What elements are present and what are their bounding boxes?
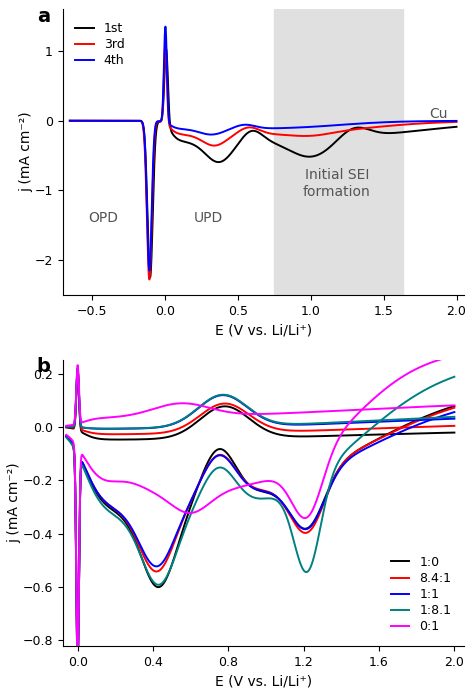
Text: Initial SEI
formation: Initial SEI formation	[303, 167, 371, 199]
Text: a: a	[37, 6, 51, 26]
Legend: 1st, 3rd, 4th: 1st, 3rd, 4th	[69, 15, 131, 74]
Legend: 1:0, 8.4:1, 1:1, 1:8.1, 0:1: 1:0, 8.4:1, 1:1, 1:8.1, 0:1	[384, 550, 457, 639]
Y-axis label: j (mA cm⁻²): j (mA cm⁻²)	[19, 112, 33, 193]
Text: UPD: UPD	[194, 211, 223, 225]
Bar	[274, 9, 402, 295]
Text: Cu: Cu	[430, 107, 448, 121]
X-axis label: E (V vs. Li/Li⁺): E (V vs. Li/Li⁺)	[215, 323, 312, 337]
Text: OPD: OPD	[89, 211, 118, 225]
X-axis label: E (V vs. Li/Li⁺): E (V vs. Li/Li⁺)	[215, 674, 312, 688]
Text: b: b	[36, 357, 51, 377]
Y-axis label: j (mA cm⁻²): j (mA cm⁻²)	[7, 463, 21, 543]
